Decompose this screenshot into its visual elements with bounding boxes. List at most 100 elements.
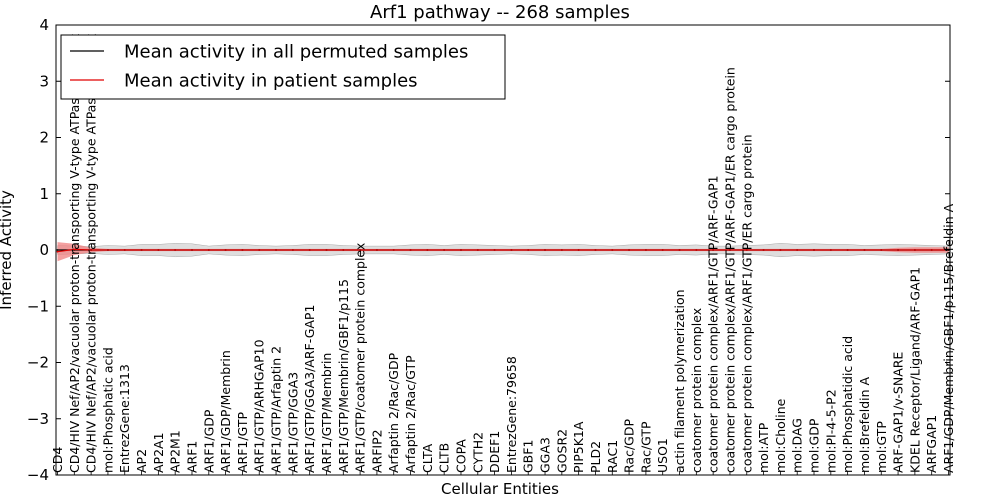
- data-point-patient: [527, 249, 530, 251]
- data-point-patient: [241, 249, 244, 251]
- x-tick-label: CLTA: [420, 443, 435, 473]
- x-tick-label: RAC1: [605, 440, 620, 473]
- chart-title: Arf1 pathway -- 268 samples: [370, 2, 630, 23]
- x-tick-label: EntrezGene:79658: [504, 356, 519, 473]
- x-tick-label: ARF1/GDP/Membrin: [218, 350, 233, 473]
- x-tick-label: GOSR2: [554, 429, 569, 473]
- x-tick-label: Rac/GDP: [622, 419, 637, 473]
- x-tick-label: COPA: [454, 439, 469, 473]
- data-point-patient: [409, 249, 412, 251]
- x-tick-label: Arfaptin 2/Rac/GTP: [403, 355, 418, 473]
- data-point-patient: [611, 249, 614, 251]
- data-point-patient: [493, 249, 496, 251]
- data-point-patient: [191, 249, 193, 251]
- data-point-patient: [779, 249, 782, 251]
- legend: Mean activity in all permuted samples Me…: [60, 34, 506, 100]
- data-point-patient: [678, 249, 681, 251]
- x-tick-label: EntrezGene:1313: [117, 364, 132, 473]
- x-tick-label: CD4/HIV Nef/AP2/vacuolar proton-transpor…: [67, 34, 82, 474]
- y-tick-label: −1: [27, 297, 49, 315]
- x-tick-label: ARF1/GTP: [235, 412, 250, 473]
- data-point-patient: [207, 249, 210, 251]
- data-point-patient: [863, 249, 866, 251]
- x-tick-label: coatomer protein complex/ARF1/GTP/ER car…: [739, 134, 754, 473]
- y-tick-label: −4: [27, 466, 49, 484]
- x-tick-label: Arfaptin 2/Rac/GDP: [386, 352, 401, 473]
- x-tick-label: mol:Choline: [773, 398, 788, 473]
- x-tick-label: CLTB: [437, 443, 452, 473]
- data-point-patient: [829, 249, 832, 251]
- data-point-patient: [275, 249, 277, 251]
- x-tick-label: AP2M1: [168, 430, 183, 473]
- x-tick-label: coatomer protein complex/ARF1/GTP/ARF-GA…: [706, 175, 721, 473]
- y-tick-label: 0: [39, 241, 49, 259]
- data-point-patient: [846, 249, 849, 251]
- x-tick-label: ARF1/GDP: [201, 409, 216, 473]
- data-point-patient: [745, 249, 748, 251]
- data-point-patient: [460, 249, 462, 251]
- data-point-patient: [510, 249, 513, 251]
- x-tick-label: mol:Phosphatidic acid: [840, 336, 855, 473]
- x-tick-label: mol:GDP: [807, 418, 822, 473]
- x-tick-label: ARF1/GTP/Arfaptin 2: [269, 346, 284, 473]
- x-tick-label: ARFGAP1: [924, 415, 939, 473]
- data-point-patient: [695, 249, 698, 251]
- y-tick-label: 4: [39, 16, 49, 34]
- data-point-patient: [930, 249, 933, 251]
- data-point-patient: [107, 249, 109, 251]
- x-tick-label: ARF1/GDP/Membrin/GBF1/p115/Brefeldin A: [941, 203, 956, 473]
- data-point-patient: [628, 249, 630, 251]
- x-tick-label: ARF1/GTP/Membrin/GBF1/p115: [336, 279, 351, 473]
- y-tick-label: 1: [39, 185, 49, 203]
- x-tick-label: ARFIP2: [369, 429, 384, 473]
- x-tick-label: ARF1/GTP/GGA3/ARF-GAP1: [302, 305, 317, 473]
- data-point-patient: [342, 249, 345, 251]
- data-point-patient: [174, 249, 177, 251]
- x-tick-label: GBF1: [521, 440, 536, 473]
- x-tick-label: KDEL Receptor/Ligand/ARF-GAP1: [907, 267, 922, 473]
- data-point-patient: [157, 249, 160, 251]
- data-point-patient: [140, 249, 143, 251]
- data-point-patient: [560, 249, 563, 251]
- data-point-patient: [897, 249, 899, 251]
- data-point-patient: [880, 249, 883, 251]
- x-tick-label: mol:ATP: [756, 422, 771, 473]
- data-point-patient: [392, 249, 395, 251]
- data-point-patient: [426, 249, 429, 251]
- x-tick-label: USO1: [655, 438, 670, 473]
- data-point-patient: [325, 249, 328, 251]
- x-tick-label: ARF1/GTP/coatomer protein complex: [353, 243, 368, 473]
- data-point-patient: [123, 249, 126, 251]
- x-tick-label: GGA3: [538, 437, 553, 473]
- data-point-patient: [291, 249, 294, 251]
- data-point-patient: [73, 248, 76, 251]
- data-point-patient: [796, 249, 799, 251]
- data-point-patient: [577, 249, 580, 251]
- x-tick-label: PLD2: [588, 441, 603, 473]
- x-tick-label: ARF1: [185, 441, 200, 473]
- data-point-patient: [594, 249, 597, 251]
- x-tick-label: coatomer protein complex: [689, 308, 704, 473]
- x-tick-label: mol:Phosphatic acid: [100, 347, 115, 473]
- x-tick-label: mol:PI-4-5-P2: [823, 389, 838, 473]
- x-axis-label: Cellular Entities: [441, 480, 559, 498]
- data-point-patient: [644, 249, 647, 251]
- x-tick-label: mol:GTP: [874, 421, 889, 473]
- y-tick-label: −3: [27, 410, 49, 428]
- x-tick-label: actin filament polymerization: [672, 289, 687, 473]
- data-point-patient: [712, 249, 715, 251]
- series-line-patient: [57, 248, 949, 253]
- x-tick-label: coatomer protein complex/ARF1/GTP/ARF-GA…: [723, 67, 738, 473]
- data-point-patient: [476, 249, 479, 251]
- data-point-patient: [258, 249, 261, 251]
- x-tick-label: ARF1/GTP/Membrin: [319, 353, 334, 473]
- x-tick-label: AP2: [134, 449, 149, 473]
- legend-label-permuted: Mean activity in all permuted samples: [124, 42, 468, 63]
- legend-label-patient: Mean activity in patient samples: [124, 71, 418, 92]
- data-point-patient: [913, 249, 916, 251]
- x-tick-label: ARF-GAP1/v-SNARE: [891, 352, 906, 473]
- data-point-patient: [729, 249, 731, 251]
- data-point-patient: [813, 249, 815, 251]
- x-tick-label: mol:Brefeldin A: [857, 376, 872, 473]
